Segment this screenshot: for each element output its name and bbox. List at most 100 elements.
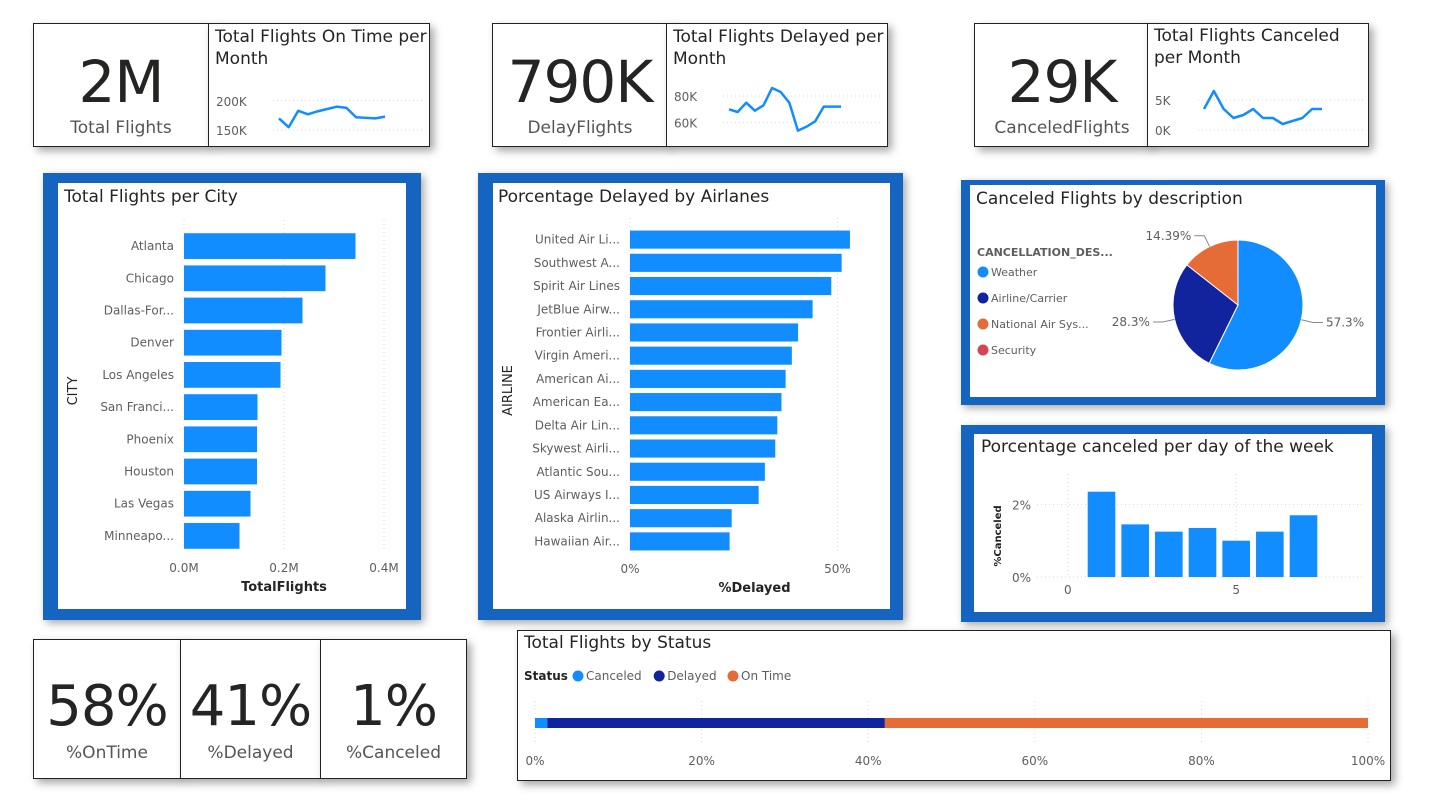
bar	[630, 439, 776, 458]
series-line	[1202, 89, 1322, 126]
x-axis-title: TotalFlights	[241, 580, 327, 595]
bar	[630, 346, 792, 365]
legend-label: Delayed	[667, 669, 716, 683]
bar	[630, 323, 799, 342]
weekday-chart-panel: Porcentage canceled per day of the week …	[974, 434, 1372, 612]
status-stacked-bar-chart: Status Canceled Delayed On Time 0% 20% 40% 60% 8…	[524, 669, 1385, 768]
airline-chart-panel: Porcentage Delayed by Airlanes 0% 50% Unit…	[493, 183, 890, 609]
x-tick-label: 0%	[620, 562, 639, 576]
category-label: American Ai...	[536, 372, 620, 386]
category-label: JetBlue Airw...	[536, 302, 620, 316]
bar	[630, 276, 832, 296]
leader-line	[1301, 319, 1323, 324]
kpi-label: %OnTime	[66, 743, 148, 763]
x-tick-label: 60%	[1021, 754, 1048, 768]
y-tick-label: 150K	[216, 124, 248, 138]
chart-title: Total Flights per City	[64, 187, 238, 207]
legend-marker	[572, 670, 584, 682]
bar	[1087, 491, 1116, 577]
stacked-segment	[535, 718, 548, 728]
data-label: 14.39%	[1146, 229, 1192, 243]
bar	[184, 523, 240, 549]
legend-marker	[977, 344, 989, 356]
category-label: Hawaiian Air...	[534, 534, 620, 548]
category-label: Houston	[124, 465, 174, 479]
bar	[184, 265, 326, 292]
chart-card-ontime-month: Total Flights On Time per Month 200K 150K	[208, 23, 430, 147]
chart-title: Total Flights On Time per Month	[215, 27, 427, 69]
x-tick-label: 0.4M	[369, 561, 398, 575]
city-chart-frame: Total Flights per City 0.0M 0.2M 0.4M Atlan…	[43, 173, 421, 620]
kpi-card-canceled-pct: 1% %Canceled	[320, 639, 467, 779]
y-tick-label: 2%	[1012, 498, 1031, 512]
kpi-value: 1%	[350, 674, 438, 739]
category-label: Minneapo...	[104, 529, 174, 543]
kpi-value: 58%	[46, 674, 168, 739]
kpi-card-delay-flights: 790K DelayFlights	[492, 23, 668, 147]
kpi-card-total-flights: 2M Total Flights	[33, 23, 209, 147]
bar	[184, 297, 303, 324]
kpi-card-ontime-pct: 58% %OnTime	[33, 639, 181, 779]
data-label: 57.3%	[1326, 316, 1364, 330]
category-label: Frontier Airli...	[536, 325, 620, 339]
kpi-label: %Delayed	[207, 743, 294, 763]
legend-title: Status	[524, 669, 568, 683]
leader-line	[1152, 318, 1175, 323]
x-tick-label: 20%	[688, 754, 715, 768]
y-tick-label: 60K	[674, 117, 698, 131]
y-axis-title: %Canceled	[993, 505, 1004, 566]
bar	[1155, 531, 1183, 577]
legend-label: National Air Sys...	[991, 318, 1089, 331]
bar	[184, 458, 257, 485]
x-tick-label: 0	[1064, 583, 1072, 597]
bar	[184, 394, 258, 420]
category-label: United Air Li...	[535, 233, 620, 247]
category-label: San Franci...	[100, 400, 174, 414]
bar	[184, 362, 281, 388]
category-label: American Ea...	[533, 395, 620, 409]
chart-card-canceled-month: Total Flights Canceled per Month 5K 0K	[1147, 23, 1369, 147]
category-label: Spirit Air Lines	[533, 279, 620, 293]
y-axis-title: AIRLINE	[501, 365, 516, 416]
pie-slice	[1208, 239, 1304, 371]
chart-card-delayed-month: Total Flights Delayed per Month 80K 60K	[666, 23, 888, 147]
chart-title: Canceled Flights by description	[976, 189, 1243, 209]
bar	[184, 490, 251, 517]
data-label: 28.3%	[1112, 315, 1150, 329]
kpi-label: DelayFlights	[527, 118, 633, 138]
bar	[630, 230, 850, 249]
canceled-line-chart: 5K 0K	[1155, 89, 1364, 138]
chart-title: Porcentage canceled per day of the week	[981, 437, 1334, 457]
legend-marker	[977, 266, 989, 278]
category-label: Atlanta	[131, 239, 174, 253]
kpi-label: %Canceled	[346, 743, 441, 763]
ontime-line-chart: 200K 150K	[216, 95, 425, 138]
bar	[1256, 531, 1284, 577]
series-line	[278, 105, 386, 129]
y-tick-label: 200K	[216, 95, 248, 109]
legend-label: Airline/Carrier	[991, 292, 1068, 305]
delayed-line-chart: 80K 60K	[674, 86, 883, 132]
pie-chart-panel: Canceled Flights by description CANCELLA…	[970, 185, 1376, 397]
stacked-segment	[884, 718, 1368, 728]
kpi-card-canceled-flights: 29K CanceledFlights	[974, 23, 1150, 147]
category-label: Alaska Airlin...	[535, 511, 620, 525]
y-tick-label: 5K	[1155, 94, 1172, 108]
chart-title: Total Flights Canceled per Month	[1154, 26, 1340, 68]
category-label: Chicago	[126, 271, 174, 285]
airline-bar-chart: 0% 50% United Air Li... Southwest A... Spiri…	[501, 218, 851, 596]
kpi-value: 790K	[507, 48, 654, 116]
category-label: Phoenix	[126, 432, 174, 446]
x-tick-label: 5	[1232, 583, 1240, 597]
kpi-value: 41%	[189, 674, 312, 739]
bar	[184, 233, 356, 259]
y-tick-label: 0%	[1012, 571, 1031, 585]
category-label: Los Angeles	[102, 368, 174, 382]
x-tick-label: 100%	[1351, 754, 1385, 768]
y-tick-label: 0K	[1155, 124, 1172, 138]
city-bar-chart: 0.0M 0.2M 0.4M Atlanta Chicago Dallas-For... D…	[66, 220, 399, 595]
bar	[630, 462, 765, 481]
cancel-reason-pie-chart: CANCELLATION_DES... Weather Airline/Carrie…	[977, 229, 1364, 371]
bar	[184, 426, 257, 453]
status-chart-card: Total Flights by Status Status Canceled De…	[517, 630, 1391, 781]
